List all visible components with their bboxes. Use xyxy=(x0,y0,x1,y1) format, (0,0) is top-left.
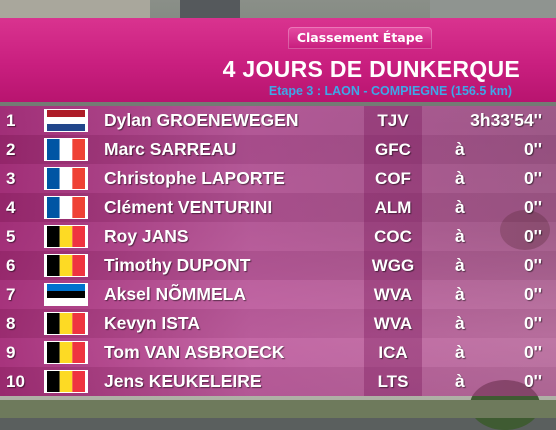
gap-prefix: à xyxy=(455,139,465,159)
gap-prefix: à xyxy=(455,284,465,304)
france-flag-icon xyxy=(47,168,85,189)
position: 5 xyxy=(6,227,16,246)
table-row: 2 Marc SARREAU GFC à 0'' xyxy=(0,135,556,164)
team-code: ICA xyxy=(378,343,408,362)
row-band xyxy=(0,309,556,338)
france-flag-icon xyxy=(47,197,85,218)
estonia-flag-icon xyxy=(47,284,85,305)
gap-prefix: à xyxy=(455,313,465,333)
table-row: 5 Roy JANS COC à 0'' xyxy=(0,222,556,251)
netherlands-flag-icon xyxy=(47,110,85,131)
belgium-flag-icon xyxy=(47,226,85,247)
team-column-shade xyxy=(364,164,422,193)
badge-label: Classement Étape xyxy=(296,30,424,45)
rider-name: Kevyn ISTA xyxy=(104,313,200,333)
position: 3 xyxy=(6,169,16,188)
table-row: 7 Aksel NÕMMELA WVA à 0'' xyxy=(0,280,556,309)
team-code: GFC xyxy=(375,140,411,159)
row-band xyxy=(0,367,556,396)
team-column-shade xyxy=(364,222,422,251)
team-column-shade xyxy=(364,135,422,164)
team-code: WVA xyxy=(373,314,413,333)
row-band xyxy=(0,251,556,280)
row-band xyxy=(0,280,556,309)
time-gap: 0'' xyxy=(523,139,542,159)
rider-name: Timothy DUPONT xyxy=(104,255,251,275)
time-gap: 0'' xyxy=(523,255,542,275)
gap-prefix: à xyxy=(455,226,465,246)
row-band xyxy=(0,135,556,164)
results-table: 1 Dylan GROENEWEGEN TJV 3h33'54'' 2 Marc SARR… xyxy=(0,106,556,396)
position: 10 xyxy=(6,372,25,391)
team-column-shade xyxy=(364,251,422,280)
time-gap: 0'' xyxy=(523,313,542,333)
gap-prefix: à xyxy=(455,168,465,188)
team-column-shade xyxy=(364,367,422,396)
time-gap: 0'' xyxy=(523,197,542,217)
table-row: 10 Jens KEUKELEIRE LTS à 0'' xyxy=(0,367,556,396)
table-row: 9 Tom VAN ASBROECK ICA à 0'' xyxy=(0,338,556,367)
team-code: COC xyxy=(374,227,412,246)
time-gap: 0'' xyxy=(523,168,542,188)
position: 6 xyxy=(6,256,16,275)
table-row: 1 Dylan GROENEWEGEN TJV 3h33'54'' xyxy=(0,106,556,135)
gap-prefix: à xyxy=(455,197,465,217)
belgium-flag-icon xyxy=(47,313,85,334)
team-code: LTS xyxy=(377,372,409,391)
rider-name: Clément VENTURINI xyxy=(104,197,273,217)
position: 1 xyxy=(6,111,16,130)
row-band xyxy=(0,106,556,135)
rider-name: Dylan GROENEWEGEN xyxy=(104,110,299,130)
france-flag-icon xyxy=(47,139,85,160)
time-gap: 0'' xyxy=(523,342,542,362)
table-row: 8 Kevyn ISTA WVA à 0'' xyxy=(0,309,556,338)
belgium-flag-icon xyxy=(47,342,85,363)
belgium-flag-icon xyxy=(47,371,85,392)
stage-subtitle: Etape 3 : LAON - COMPIEGNE (156.5 km) xyxy=(268,84,512,98)
race-title: 4 JOURS DE DUNKERQUE xyxy=(222,56,520,82)
rider-name: Tom VAN ASBROECK xyxy=(104,342,285,362)
position: 4 xyxy=(6,198,16,217)
team-code: WGG xyxy=(371,256,415,275)
classement-badge: Classement Étape xyxy=(288,27,432,49)
gap-prefix: à xyxy=(455,371,465,391)
time-gap: 0'' xyxy=(523,226,542,246)
gap-prefix: à xyxy=(455,342,465,362)
position: 9 xyxy=(6,343,16,362)
time-gap: 0'' xyxy=(523,371,542,391)
team-code: ALM xyxy=(374,198,412,217)
team-column-shade xyxy=(364,309,422,338)
header-banner: Classement Étape 4 JOURS DE DUNKERQUE Et… xyxy=(0,18,556,102)
time-gap: 3h33'54'' xyxy=(470,110,542,130)
rider-name: Aksel NÕMMELA xyxy=(104,284,246,304)
rider-name: Marc SARREAU xyxy=(104,139,237,159)
team-column-shade xyxy=(364,193,422,222)
row-band xyxy=(0,222,556,251)
team-code: TJV xyxy=(377,111,409,130)
rider-name: Roy JANS xyxy=(104,226,189,246)
gap-prefix: à xyxy=(455,255,465,275)
team-column-shade xyxy=(364,106,422,135)
team-column-shade xyxy=(364,280,422,309)
table-row: 4 Clément VENTURINI ALM à 0'' xyxy=(0,193,556,222)
position: 8 xyxy=(6,314,16,333)
table-row: 3 Christophe LAPORTE COF à 0'' xyxy=(0,164,556,193)
belgium-flag-icon xyxy=(47,255,85,276)
team-code: WVA xyxy=(373,285,413,304)
team-code: COF xyxy=(375,169,411,188)
time-gap: 0'' xyxy=(523,284,542,304)
position: 2 xyxy=(6,140,16,159)
team-column-shade xyxy=(364,338,422,367)
rider-name: Jens KEUKELEIRE xyxy=(104,371,262,391)
row-band xyxy=(0,164,556,193)
row-band xyxy=(0,193,556,222)
rider-name: Christophe LAPORTE xyxy=(104,168,285,188)
position: 7 xyxy=(6,285,16,304)
row-band xyxy=(0,338,556,367)
table-row: 6 Timothy DUPONT WGG à 0'' xyxy=(0,251,556,280)
